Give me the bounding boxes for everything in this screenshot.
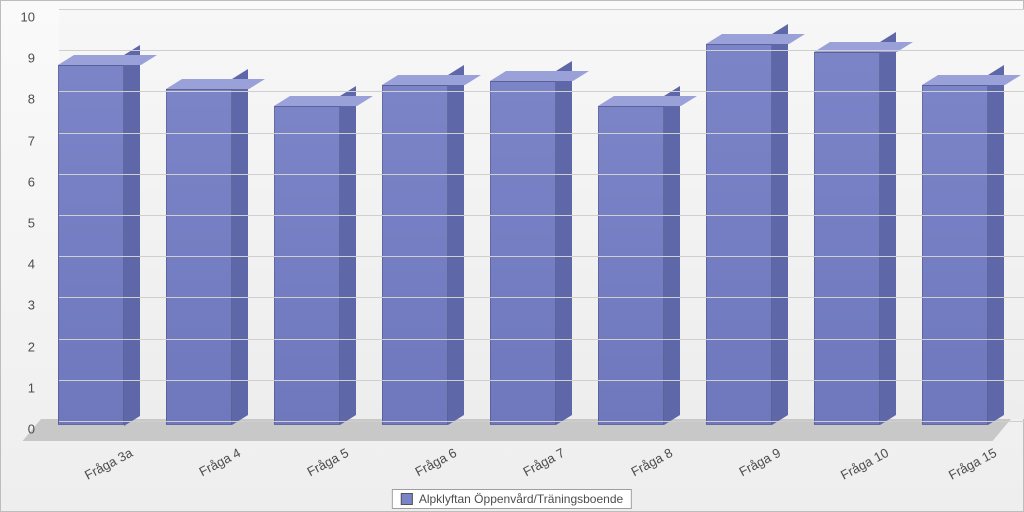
- y-tick-label: 6: [28, 174, 35, 189]
- gridline: [59, 133, 1024, 134]
- y-tick-label: 8: [28, 92, 35, 107]
- gridline: [59, 174, 1024, 175]
- bar-front: [274, 106, 341, 425]
- bar-side: [448, 65, 464, 425]
- y-tick-label: 1: [28, 380, 35, 395]
- bar: [922, 85, 989, 425]
- legend-label: Alpklyftan Öppenvård/Träningsboende: [419, 492, 623, 506]
- bar-side: [772, 24, 788, 425]
- y-tick-label: 10: [21, 10, 35, 25]
- bar-side: [556, 61, 572, 425]
- bar: [706, 44, 773, 425]
- gridline: [59, 50, 1024, 51]
- bar: [814, 52, 881, 425]
- bar-side: [988, 65, 1004, 425]
- bar: [598, 106, 665, 425]
- bar-front: [814, 52, 881, 425]
- bar-front: [58, 65, 125, 426]
- y-tick-label: 2: [28, 339, 35, 354]
- y-tick-label: 0: [28, 422, 35, 437]
- gridline: [59, 380, 1024, 381]
- bar: [274, 106, 341, 425]
- gridline: [59, 9, 1024, 10]
- bar-top: [58, 55, 157, 65]
- bar-top: [598, 96, 697, 106]
- gridline: [59, 339, 1024, 340]
- bar-top: [166, 79, 265, 89]
- bar-top: [274, 96, 373, 106]
- bar-top: [490, 71, 589, 81]
- gridline: [59, 256, 1024, 257]
- x-tick-label: Fråga 10: [822, 445, 891, 491]
- x-tick-label: Fråga 8: [606, 445, 675, 491]
- x-tick-label: Fråga 6: [390, 445, 459, 491]
- bar-chart: 012345678910 Alpklyftan Öppenvård/Tränin…: [0, 0, 1024, 512]
- x-tick-label: Fråga 3a: [66, 445, 135, 491]
- y-tick-label: 4: [28, 257, 35, 272]
- x-tick-label: Fråga 7: [498, 445, 567, 491]
- y-tick-label: 3: [28, 298, 35, 313]
- x-tick-label: Fråga 9: [714, 445, 783, 491]
- bar-top: [382, 75, 481, 85]
- legend: Alpklyftan Öppenvård/Träningsboende: [392, 489, 632, 509]
- bar-side: [232, 69, 248, 425]
- x-tick-label: Fråga 15: [930, 445, 999, 491]
- bar-front: [922, 85, 989, 425]
- y-tick-label: 5: [28, 216, 35, 231]
- bar: [382, 85, 449, 425]
- bar-front: [382, 85, 449, 425]
- plot-area: 012345678910: [41, 9, 1011, 441]
- bar-top: [922, 75, 1021, 85]
- x-tick-label: Fråga 5: [282, 445, 351, 491]
- bar-front: [598, 106, 665, 425]
- y-tick-label: 7: [28, 133, 35, 148]
- bar-side: [124, 45, 140, 425]
- legend-swatch: [401, 493, 413, 505]
- bar-top: [706, 34, 805, 44]
- gridline: [59, 297, 1024, 298]
- gridline: [59, 91, 1024, 92]
- bar-front: [706, 44, 773, 425]
- bar: [58, 65, 125, 426]
- gridline: [59, 215, 1024, 216]
- y-tick-label: 9: [28, 51, 35, 66]
- bars-layer: [41, 9, 1011, 441]
- x-tick-label: Fråga 4: [174, 445, 243, 491]
- gridline: [59, 421, 1024, 422]
